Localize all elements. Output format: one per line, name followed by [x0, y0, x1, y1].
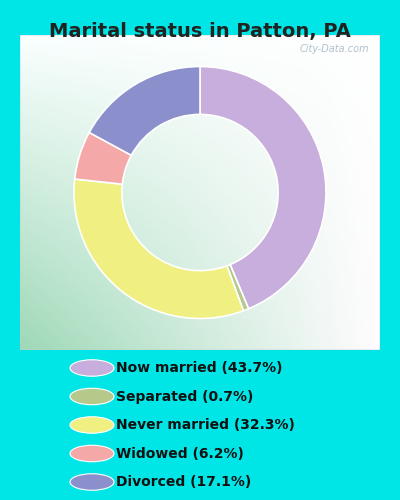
Circle shape: [70, 474, 114, 490]
Wedge shape: [75, 132, 131, 184]
Circle shape: [70, 446, 114, 462]
Circle shape: [70, 417, 114, 433]
Text: Marital status in Patton, PA: Marital status in Patton, PA: [49, 22, 351, 42]
Wedge shape: [200, 66, 326, 309]
Text: Divorced (17.1%): Divorced (17.1%): [116, 475, 251, 489]
Wedge shape: [74, 179, 244, 318]
Wedge shape: [89, 66, 200, 156]
Circle shape: [70, 388, 114, 405]
Text: Never married (32.3%): Never married (32.3%): [116, 418, 295, 432]
Text: Separated (0.7%): Separated (0.7%): [116, 390, 253, 404]
Wedge shape: [227, 264, 248, 311]
Text: City-Data.com: City-Data.com: [300, 44, 369, 54]
Text: Now married (43.7%): Now married (43.7%): [116, 361, 282, 375]
Text: Widowed (6.2%): Widowed (6.2%): [116, 446, 244, 460]
Circle shape: [70, 360, 114, 376]
